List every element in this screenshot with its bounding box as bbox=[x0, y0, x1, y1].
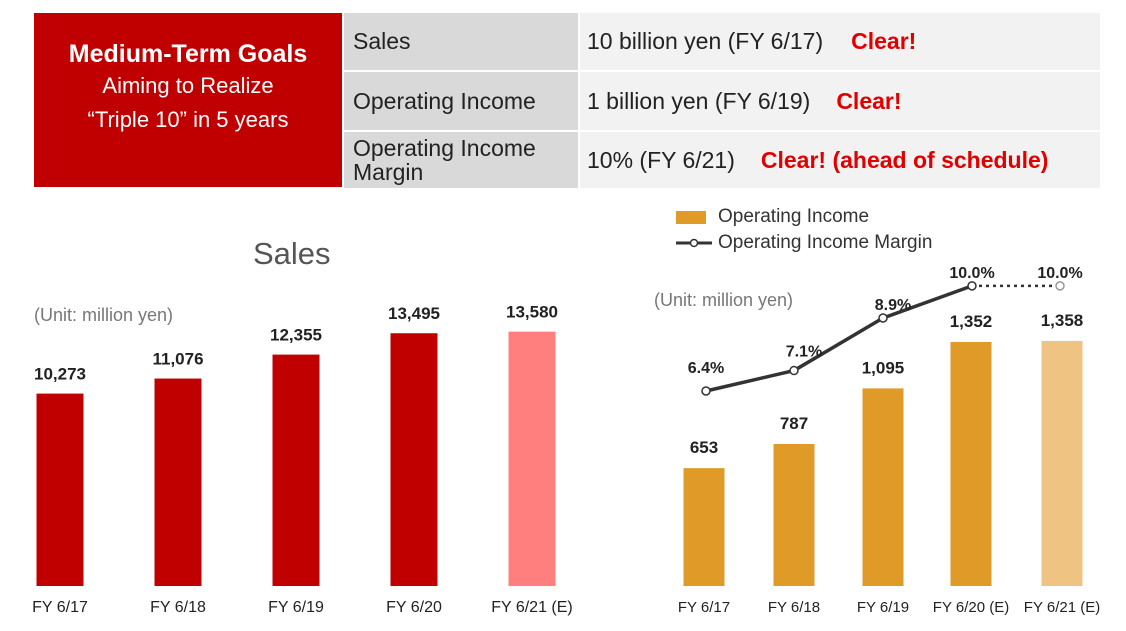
income-value-label: 787 bbox=[780, 414, 808, 433]
income-value-label: 653 bbox=[690, 438, 718, 457]
goals-subtitle-1: Aiming to Realize bbox=[102, 73, 274, 98]
legend-swatch-bar bbox=[676, 210, 706, 224]
sales-chart-title: Sales bbox=[253, 236, 331, 271]
sales-x-tick-label: FY 6/19 bbox=[268, 599, 324, 616]
income-value-label: 1,095 bbox=[862, 358, 905, 377]
margin-point bbox=[878, 313, 888, 323]
margin-value-label: 8.9% bbox=[875, 297, 911, 314]
income-x-tick-label: FY 6/18 bbox=[768, 599, 820, 616]
income-value-label: 1,352 bbox=[950, 312, 993, 331]
goal-label-margin: Operating Income Margin bbox=[344, 132, 578, 188]
sales-value-label: 10,273 bbox=[34, 365, 86, 384]
goal-value-text: 10% (FY 6/21) bbox=[587, 146, 735, 173]
margin-point bbox=[789, 365, 799, 376]
sales-value-label: 13,495 bbox=[388, 304, 440, 323]
income-bar bbox=[1041, 340, 1083, 586]
sales-value-label: 11,076 bbox=[152, 350, 203, 369]
income-x-tick-label: FY 6/20 (E) bbox=[933, 599, 1009, 616]
margin-value-label: 6.4% bbox=[688, 360, 724, 377]
sales-bar bbox=[36, 393, 84, 586]
goal-value-sales: 10 billion yen (FY 6/17) Clear! bbox=[580, 13, 1100, 70]
sales-x-tick-label: FY 6/20 bbox=[386, 599, 442, 616]
goal-label-sales: Sales bbox=[344, 13, 578, 70]
margin-value-label: 10.0% bbox=[1037, 265, 1082, 282]
legend-operating-income-margin: Operating Income Margin bbox=[676, 232, 932, 254]
income-bar bbox=[683, 468, 725, 586]
sales-unit-note: (Unit: million yen) bbox=[34, 305, 174, 325]
income-bar bbox=[862, 388, 904, 586]
sales-value-label: 12,355 bbox=[270, 326, 322, 345]
income-unit-note: (Unit: million yen) bbox=[654, 290, 794, 310]
margin-point bbox=[1055, 281, 1065, 291]
sales-bar bbox=[272, 354, 320, 586]
margin-line-segment bbox=[705, 368, 795, 393]
margin-line-segment bbox=[882, 284, 973, 320]
legend-swatch-line bbox=[676, 238, 712, 248]
goal-value-operating-income: 1 billion yen (FY 6/19) Clear! bbox=[580, 72, 1100, 130]
goal-status: Clear! (ahead of schedule) bbox=[760, 146, 1049, 173]
sales-bar bbox=[508, 331, 556, 586]
income-x-tick-label: FY 6/17 bbox=[678, 599, 730, 616]
goal-status: Clear! bbox=[836, 87, 902, 114]
margin-line-segment bbox=[793, 316, 884, 373]
legend-label: Operating Income Margin bbox=[718, 232, 933, 253]
goals-banner: Medium-Term Goals Aiming to Realize “Tri… bbox=[34, 13, 342, 187]
sales-value-label: 13,580 bbox=[506, 303, 558, 322]
goal-label-text: Sales bbox=[353, 28, 411, 54]
goal-label-text-1: Operating Income bbox=[353, 135, 536, 161]
margin-point bbox=[967, 281, 977, 291]
income-x-tick-label: FY 6/19 bbox=[857, 599, 909, 616]
goal-value-text: 1 billion yen (FY 6/19) bbox=[587, 87, 811, 114]
legend-label: Operating Income bbox=[718, 206, 870, 227]
goal-label-operating-income: Operating Income bbox=[344, 72, 578, 130]
income-bar bbox=[773, 443, 815, 586]
goal-value-margin: 10% (FY 6/21) Clear! (ahead of schedule) bbox=[580, 132, 1100, 188]
sales-x-tick-label: FY 6/17 bbox=[32, 599, 88, 616]
margin-value-label: 7.1% bbox=[786, 344, 822, 361]
goal-value-text: 10 billion yen (FY 6/17) bbox=[587, 28, 824, 54]
margin-value-label: 10.0% bbox=[949, 265, 994, 282]
income-value-label: 1,358 bbox=[1041, 311, 1084, 330]
sales-x-tick-label: FY 6/21 (E) bbox=[491, 599, 573, 616]
goal-status: Clear! bbox=[851, 28, 917, 54]
income-bar bbox=[950, 342, 992, 586]
goal-label-text-2: Margin bbox=[353, 159, 424, 185]
margin-point bbox=[701, 386, 711, 396]
goals-subtitle-2: “Triple 10” in 5 years bbox=[87, 107, 289, 132]
sales-bar bbox=[390, 333, 438, 586]
sales-x-tick-label: FY 6/18 bbox=[150, 599, 206, 616]
legend-operating-income: Operating Income bbox=[676, 206, 869, 228]
goals-title: Medium-Term Goals bbox=[68, 40, 308, 68]
sales-bar bbox=[154, 378, 202, 586]
income-x-tick-label: FY 6/21 (E) bbox=[1024, 599, 1100, 616]
goal-label-text: Operating Income bbox=[353, 87, 536, 114]
